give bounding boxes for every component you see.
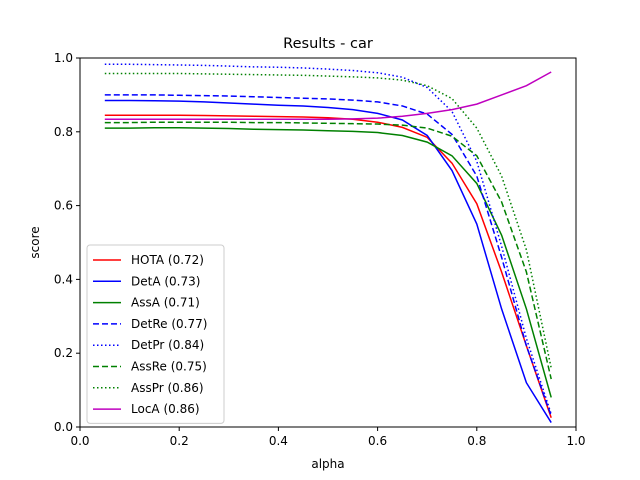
x-tick-label: 0.4: [269, 434, 288, 448]
y-tick-label: 0.2: [54, 346, 73, 360]
y-tick-label: 0.0: [54, 420, 73, 434]
plot-lines: [104, 63, 552, 423]
y-tick-label: 1.0: [54, 51, 73, 65]
legend-entry: DetA (0.73): [131, 274, 200, 288]
y-axis-label: score: [28, 226, 42, 258]
legend-entry: LocA (0.86): [131, 402, 200, 416]
legend-entry: AssRe (0.75): [131, 360, 207, 374]
legend-entry: AssPr (0.86): [131, 381, 204, 395]
series-line-5: [104, 121, 552, 380]
legend: HOTA (0.72) DetA (0.73) AssA (0.71) DetRe (…: [86, 244, 225, 424]
legend-box: [86, 244, 225, 424]
y-tick-label: 0.6: [54, 199, 73, 213]
y-axis: 0.0 0.2 0.4 0.6 0.8 1.0: [54, 51, 80, 434]
legend-entry: AssA (0.71): [131, 296, 200, 310]
series-line-7: [104, 71, 552, 120]
y-tick-label: 0.4: [54, 272, 73, 286]
plot-frame: [79, 57, 577, 428]
series-line-0: [104, 114, 552, 419]
y-tick-label: 0.8: [54, 125, 73, 139]
x-tick-label: 0.2: [170, 434, 189, 448]
legend-entry: HOTA (0.72): [131, 253, 204, 267]
legend-entry: DetPr (0.84): [131, 338, 204, 352]
legend-entry: DetRe (0.77): [131, 317, 207, 331]
series-line-1: [104, 99, 552, 423]
x-tick-label: 0.8: [467, 434, 486, 448]
x-tick-label: 1.0: [566, 434, 585, 448]
series-line-3: [104, 94, 552, 417]
x-tick-label: 0.0: [70, 434, 89, 448]
series-line-2: [104, 126, 552, 398]
chart-title: Results - car: [283, 36, 373, 52]
x-tick-label: 0.6: [368, 434, 387, 448]
x-axis-label: alpha: [311, 457, 344, 471]
x-axis: 0.0 0.2 0.4 0.6 0.8 1.0: [70, 427, 586, 448]
